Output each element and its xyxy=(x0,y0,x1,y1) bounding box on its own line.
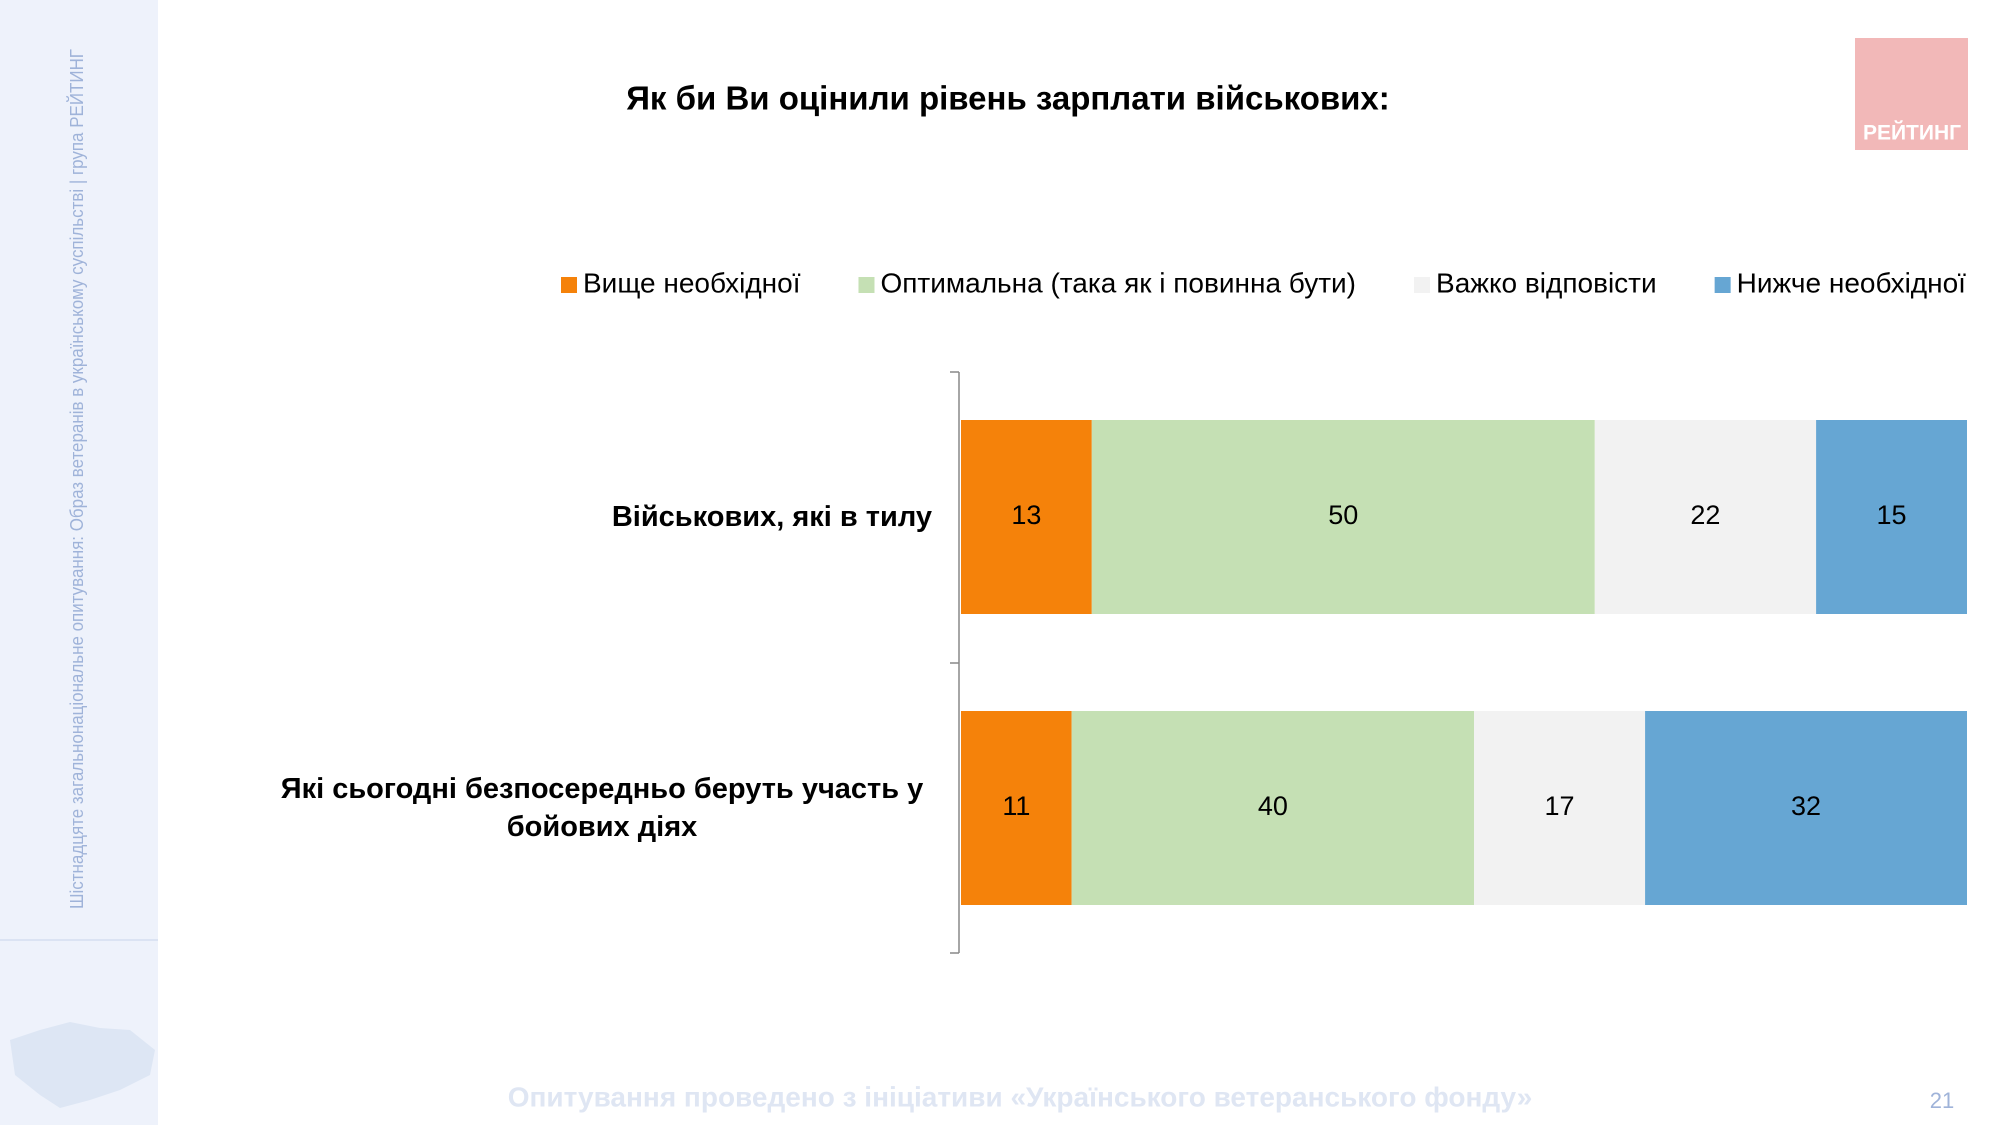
footer: Опитування проведено з ініціативи «Украї… xyxy=(508,1081,1533,1112)
legend-swatch xyxy=(1414,277,1431,293)
bar-segment xyxy=(1645,711,1967,905)
bar-segment xyxy=(1091,420,1595,614)
sidebar-text: Шістнадцяте загальнонаціональне опитуван… xyxy=(66,49,87,909)
value-label: 13 xyxy=(1011,500,1041,530)
value-label: 17 xyxy=(1545,791,1575,821)
category-label-box: Які сьогодні безпосередньо беруть участь… xyxy=(272,711,932,905)
map-silhouette xyxy=(10,1022,155,1108)
bar-segment xyxy=(961,420,1092,614)
value-label: 40 xyxy=(1258,791,1288,821)
bar-segment xyxy=(1816,420,1967,614)
legend-swatch xyxy=(1714,277,1731,293)
legend-swatch xyxy=(858,277,875,293)
value-label: 22 xyxy=(1690,500,1720,530)
legend-label: Оптимальна (така як і повинна бути) xyxy=(880,267,1356,298)
logo-box xyxy=(1855,38,1968,150)
bar-segment xyxy=(1594,420,1817,614)
sidebar xyxy=(0,0,158,1125)
bar-segment xyxy=(961,711,1072,905)
value-label: 11 xyxy=(1002,791,1030,821)
chart-title: Як би Ви оцінили рівень зарплати військо… xyxy=(626,80,1390,117)
category-label-box: Військових, які в тилу xyxy=(272,420,932,614)
legend-label: Вище необхідної xyxy=(583,267,801,298)
spacer xyxy=(158,0,168,10)
legend-swatch xyxy=(561,277,577,293)
legend-label: Нижче необхідної xyxy=(1737,267,1967,298)
bar-segment xyxy=(1071,711,1475,905)
category-label: Військових, які в тилу xyxy=(611,501,932,533)
page-number: 21 xyxy=(1930,1088,1954,1113)
bar-segment xyxy=(1474,711,1646,905)
value-label: 15 xyxy=(1877,500,1907,530)
category-label: Які сьогодні безпосередньо беруть участь… xyxy=(280,773,924,843)
value-label: 32 xyxy=(1791,791,1821,821)
logo-text: РЕЙТИНГ xyxy=(1863,121,1961,145)
value-label: 50 xyxy=(1328,500,1358,530)
legend-label: Важко відповісти xyxy=(1436,267,1657,298)
